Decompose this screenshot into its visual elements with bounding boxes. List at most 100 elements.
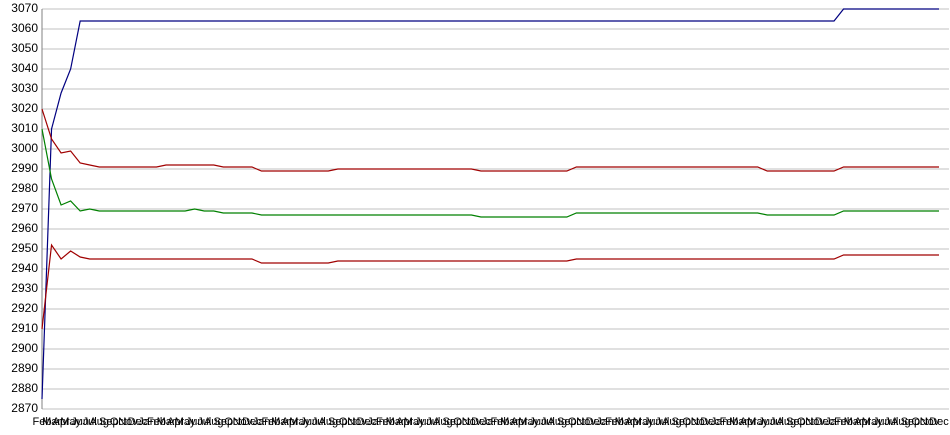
y-tick-label: 2960 [11, 221, 38, 235]
x-tick-label: May [175, 416, 196, 428]
x-tick-label: Apr [167, 416, 184, 428]
x-tick-label: Nov [920, 416, 940, 428]
x-tick-label: Oct [110, 416, 127, 428]
x-tick-label: Apr [282, 416, 299, 428]
x-tick-label: Sep [672, 416, 692, 428]
y-tick-label: 2930 [11, 281, 38, 295]
y-tick-label: 2900 [11, 341, 38, 355]
x-tick-label: Aug [204, 416, 224, 428]
series-line [41, 108, 939, 172]
x-tick-label: Feb [147, 416, 166, 428]
x-tick-label: Mar [844, 416, 863, 428]
x-tick-label: Mar [271, 416, 290, 428]
x-tick-label: May [862, 416, 883, 428]
x-tick-label: Apr [396, 416, 413, 428]
x-tick-label: Nov [691, 416, 711, 428]
x-tick-label: Oct [797, 416, 814, 428]
y-tick-label: 3040 [11, 61, 38, 75]
x-tick-label: Jun [758, 416, 776, 428]
x-tick-label: Aug [777, 416, 797, 428]
x-tick-label: Sep [99, 416, 119, 428]
x-tick-label: Mar [42, 416, 61, 428]
x-tick-label: Feb [605, 416, 624, 428]
x-tick-label: Dec [929, 416, 949, 428]
x-tick-label: May [633, 416, 654, 428]
x-tick-label: Mar [729, 416, 748, 428]
x-tick-label: Feb [491, 416, 510, 428]
x-tick-label: Nov [347, 416, 367, 428]
x-tick-label: Jun [300, 416, 318, 428]
x-tick-label: Sep [443, 416, 463, 428]
x-tick-label: Sep [214, 416, 234, 428]
x-tick-label: Apr [740, 416, 757, 428]
x-tick-label: Aug [318, 416, 338, 428]
x-tick-label: Jan [367, 416, 385, 428]
x-tick-label: Feb [33, 416, 52, 428]
x-tick-label: Jul [83, 416, 97, 428]
x-tick-label: Dec [128, 416, 148, 428]
y-tick-label: 3060 [11, 21, 38, 35]
x-tick-label: Mar [386, 416, 405, 428]
x-tick-label: Oct [682, 416, 699, 428]
x-tick-label: Apr [625, 416, 642, 428]
x-tick-label: Oct [224, 416, 241, 428]
x-tick-label: Feb [262, 416, 281, 428]
y-tick-label: 2990 [11, 161, 38, 175]
x-tick-label: Sep [557, 416, 577, 428]
y-tick-label: 2910 [11, 321, 38, 335]
y-tick-label: 3010 [11, 121, 38, 135]
x-tick-label: Oct [339, 416, 356, 428]
x-tick-label: Jan [138, 416, 156, 428]
y-tick-label: 2940 [11, 261, 38, 275]
x-tick-label: Dec [471, 416, 491, 428]
x-tick-label: Feb [720, 416, 739, 428]
x-tick-label: Dec [586, 416, 606, 428]
y-tick-label: 3050 [11, 41, 38, 55]
y-tick-label: 2980 [11, 181, 38, 195]
x-tick-label: Dec [357, 416, 377, 428]
x-tick-label: Oct [911, 416, 928, 428]
x-tick-label: Jun [873, 416, 891, 428]
x-tick-label: Jun [71, 416, 89, 428]
x-tick-label: Dec [242, 416, 262, 428]
x-tick-label: Apr [854, 416, 871, 428]
series-line [41, 243, 939, 330]
x-tick-label: Mar [615, 416, 634, 428]
x-tick-label: Jan [711, 416, 729, 428]
x-tick-label: Nov [233, 416, 253, 428]
x-tick-label: Jul [770, 416, 784, 428]
x-tick-label: Jul [197, 416, 211, 428]
x-tick-label: Apr [53, 416, 70, 428]
x-tick-label: May [747, 416, 768, 428]
y-tick-label: 2970 [11, 201, 38, 215]
x-tick-label: Oct [568, 416, 585, 428]
x-tick-label: Jan [253, 416, 271, 428]
x-tick-label: Sep [786, 416, 806, 428]
x-tick-label: Sep [901, 416, 921, 428]
x-tick-label: Jul [312, 416, 326, 428]
x-tick-label: Oct [453, 416, 470, 428]
y-tick-label: 2870 [11, 401, 38, 415]
y-tick-label: 2890 [11, 361, 38, 375]
x-tick-label: Dec [700, 416, 720, 428]
y-tick-label: 2920 [11, 301, 38, 315]
x-tick-label: Mar [157, 416, 176, 428]
y-tick-label: 3070 [11, 1, 38, 15]
x-tick-label: Jun [186, 416, 204, 428]
x-tick-label: Aug [433, 416, 453, 428]
x-tick-label: Jun [415, 416, 433, 428]
x-tick-label: Apr [511, 416, 528, 428]
x-tick-label: Aug [891, 416, 911, 428]
y-tick-label: 3020 [11, 101, 38, 115]
x-tick-label: Sep [328, 416, 348, 428]
x-tick-label: Jan [596, 416, 614, 428]
x-tick-label: Jan [482, 416, 500, 428]
series-line [41, 8, 939, 400]
x-tick-label: Nov [462, 416, 482, 428]
x-tick-label: May [60, 416, 81, 428]
x-tick-label: Aug [548, 416, 568, 428]
x-tick-label: Aug [89, 416, 109, 428]
y-tick-label: 3030 [11, 81, 38, 95]
y-tick-label: 2880 [11, 381, 38, 395]
